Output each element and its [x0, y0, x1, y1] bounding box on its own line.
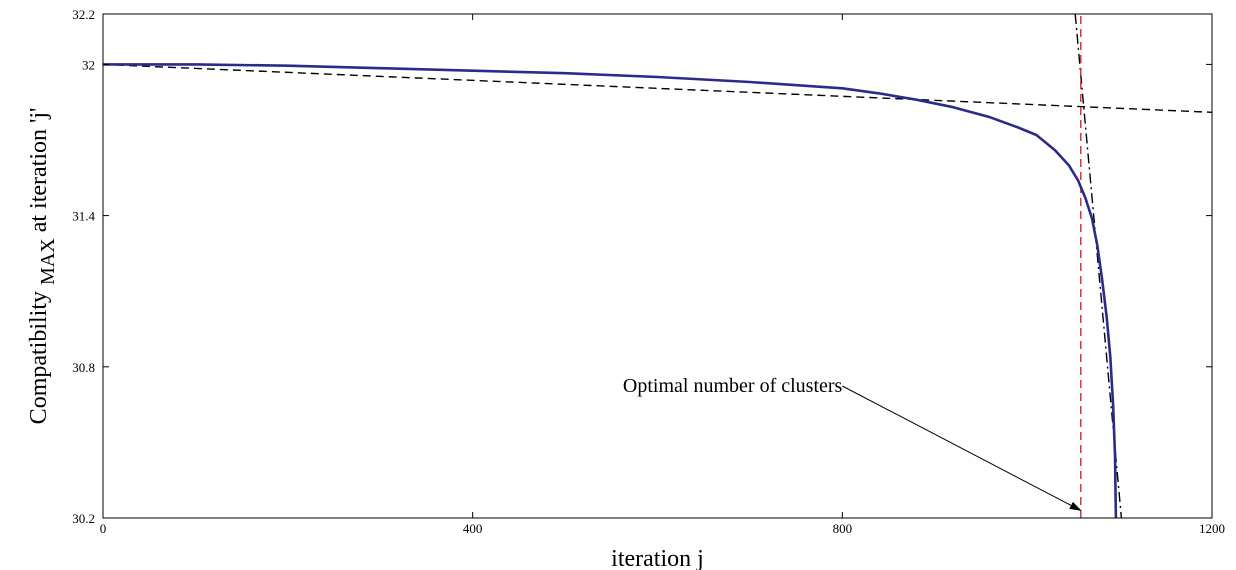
- y-axis-title-main: Compatibility: [26, 291, 52, 424]
- axes-frame: [102, 13, 1213, 519]
- y-tick-label: 32: [82, 57, 95, 72]
- annotation-text: Optimal number of clusters: [623, 375, 843, 397]
- x-tick-label: 400: [463, 521, 483, 536]
- annotation-layer: Optimal number of clusters: [623, 375, 1082, 511]
- series-line-compatibility: [103, 63, 1118, 519]
- annotation-arrow: [842, 385, 1082, 511]
- y-tick-label: 30.8: [72, 360, 95, 375]
- reference-line-dashed: [102, 63, 1213, 113]
- x-tick-label: 1200: [1199, 521, 1225, 536]
- axis-ticks: 0 400 800 1200 30.2 30.8 31.4 32 32.2: [72, 7, 1225, 536]
- y-tick-label: 31.4: [72, 209, 95, 224]
- y-axis-title-suffix: at iteration 'j': [26, 108, 52, 233]
- y-tick-label: 32.2: [72, 7, 95, 22]
- x-tick-label: 800: [833, 521, 853, 536]
- plot-area: [102, 13, 1213, 519]
- x-axis-title: iteration j: [611, 546, 704, 570]
- x-tick-label: 0: [100, 521, 107, 536]
- y-axis-title-subscript: MAX: [37, 238, 59, 285]
- y-axis-title: Compatibility MAX at iteration 'j': [26, 108, 60, 425]
- y-tick-label: 30.2: [72, 511, 95, 526]
